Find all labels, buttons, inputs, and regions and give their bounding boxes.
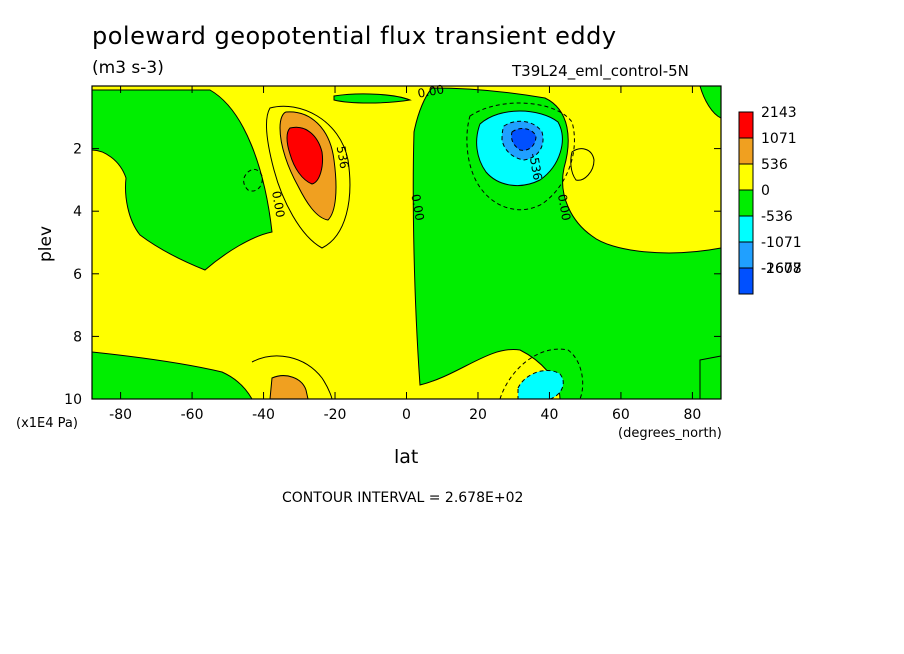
y-tick-label: 8 (73, 329, 82, 345)
contour-label: 0.00 (416, 82, 445, 100)
y-tick-label: 10 (64, 392, 82, 408)
y-axis-unit: (x1E4 Pa) (16, 416, 78, 431)
field-green-southeast (699, 355, 722, 400)
chart-title: poleward geopotential flux transient edd… (92, 22, 617, 50)
legend-swatch (738, 189, 754, 217)
field-orange-south (269, 375, 309, 400)
y-tick-label: 6 (73, 267, 82, 283)
run-label: T39L24_eml_control-5N (512, 62, 689, 80)
x-tick-label: 0 (402, 407, 411, 423)
x-tick-label: 80 (683, 407, 701, 423)
field-green-southwest (91, 351, 253, 400)
contour-label: 0.00 (408, 193, 426, 222)
field-cyan-south (517, 370, 564, 400)
field-green-top-mid (333, 93, 412, 104)
legend-label: 0 (761, 183, 770, 199)
contour-line-536-west (266, 105, 351, 249)
field-green-west (91, 89, 273, 271)
legend-label: -1071 (761, 235, 802, 251)
contour-labels: 0.00 536 0.00 0.00 -536 0.00 (269, 82, 573, 222)
y-tick-label: 4 (73, 204, 82, 220)
legend-label: -536 (761, 209, 793, 225)
field-red-max (286, 126, 323, 185)
x-axis-label: lat (394, 446, 419, 468)
contour-label: -536 (526, 152, 545, 181)
contour-line-south-east (499, 348, 584, 400)
y-ticks: 2 4 6 8 10 (64, 142, 721, 408)
x-axis-unit: (degrees_north) (618, 426, 722, 441)
legend-swatch (738, 163, 754, 191)
legend-swatch (738, 111, 754, 139)
contour-interval: CONTOUR INTERVAL = 2.678E+02 (282, 490, 524, 506)
x-tick-label: 40 (541, 407, 559, 423)
x-tick-label: 60 (612, 407, 630, 423)
legend-swatch (738, 137, 754, 165)
contour-small-east (570, 148, 595, 181)
x-tick-label: -60 (181, 407, 204, 423)
x-tick-label: 20 (469, 407, 487, 423)
chart-units: (m3 s-3) (92, 58, 164, 78)
legend-label: -1607 (761, 261, 802, 277)
legend-label: 2143 (761, 105, 797, 121)
colorbar-legend: 2143 1071 536 0 -536 -1071 -1607-2678 (738, 105, 802, 295)
contour-label: 536 (334, 145, 352, 170)
field-darkblue-min (511, 128, 537, 151)
legend-label: 536 (761, 157, 788, 173)
legend-label: -2678 (761, 261, 802, 277)
contour-small-west (243, 169, 263, 192)
x-tick-label: -20 (324, 407, 347, 423)
contour-label: 0.00 (555, 193, 573, 222)
legend-swatch (738, 241, 754, 269)
contour-label: 0.00 (269, 190, 287, 219)
contour-line-neg-outer (466, 102, 575, 211)
x-tick-label: -40 (252, 407, 275, 423)
contour-line-south-west (251, 355, 333, 400)
legend-label: 1071 (761, 131, 797, 147)
x-tick-label: -80 (109, 407, 132, 423)
y-tick-label: 2 (73, 142, 82, 158)
legend-swatch (738, 215, 754, 243)
legend-swatch (738, 267, 754, 295)
x-ticks: -80 -60 -40 -20 0 20 40 60 80 (109, 86, 701, 423)
